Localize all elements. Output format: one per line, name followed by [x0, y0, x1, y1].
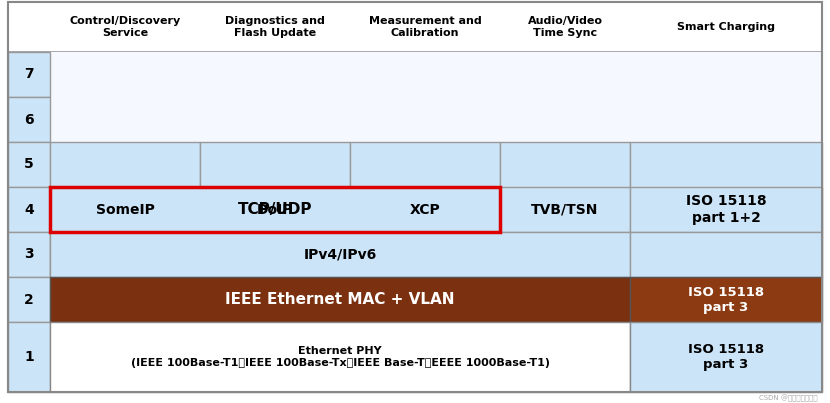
Text: ISO 15118
part 3: ISO 15118 part 3 [688, 285, 764, 314]
Bar [630, 142, 822, 277]
Text: 7: 7 [24, 67, 34, 81]
Bar [630, 277, 822, 322]
Text: DoIP: DoIP [256, 202, 293, 216]
Text: Measurement and
Calibration: Measurement and Calibration [369, 16, 481, 38]
Bar [50, 232, 630, 277]
Text: 3: 3 [24, 247, 34, 262]
Bar [8, 51, 822, 52]
Text: 1: 1 [24, 350, 34, 364]
Text: TVB/TSN: TVB/TSN [531, 202, 598, 216]
Bar [630, 322, 822, 392]
Text: ISO 15118
part 1+2: ISO 15118 part 1+2 [686, 194, 766, 224]
Text: Ethernet PHY
(IEEE 100Base-T1、IEEE 100Base-Tx、IEEE Base-T、EEEE 1000Base-T1): Ethernet PHY (IEEE 100Base-T1、IEEE 100Ba… [130, 346, 549, 368]
Text: IEEE Ethernet MAC + VLAN: IEEE Ethernet MAC + VLAN [225, 292, 455, 307]
Bar [630, 232, 822, 277]
Text: TCP/UDP: TCP/UDP [237, 202, 312, 217]
Bar [8, 97, 50, 142]
Bar [200, 142, 350, 277]
Bar [8, 142, 50, 187]
Text: XCP: XCP [410, 202, 441, 216]
Text: SomeIP: SomeIP [95, 202, 154, 216]
Bar [500, 142, 630, 277]
Text: 4: 4 [24, 202, 34, 216]
Bar [50, 187, 630, 232]
Bar [8, 2, 822, 52]
Bar [50, 277, 630, 322]
Text: Smart Charging: Smart Charging [677, 22, 775, 32]
Bar [630, 187, 822, 232]
Text: CSDN @车载网络测试库: CSDN @车载网络测试库 [759, 395, 818, 402]
Bar [8, 277, 50, 322]
Text: Control/Discovery
Service: Control/Discovery Service [70, 16, 181, 38]
Bar [50, 322, 630, 392]
Text: 5: 5 [24, 158, 34, 172]
Text: 2: 2 [24, 293, 34, 307]
Text: 6: 6 [24, 112, 34, 127]
Bar [8, 322, 50, 392]
Bar [8, 187, 50, 232]
Text: ISO 15118
part 3: ISO 15118 part 3 [688, 343, 764, 371]
Text: Audio/Video
Time Sync: Audio/Video Time Sync [528, 16, 603, 38]
Bar [50, 142, 200, 277]
Bar [50, 187, 500, 232]
Text: IPv4/IPv6: IPv4/IPv6 [304, 247, 377, 262]
Bar [8, 52, 50, 97]
Bar [8, 232, 50, 277]
Bar [350, 142, 500, 277]
Text: Diagnostics and
Flash Update: Diagnostics and Flash Update [225, 16, 325, 38]
